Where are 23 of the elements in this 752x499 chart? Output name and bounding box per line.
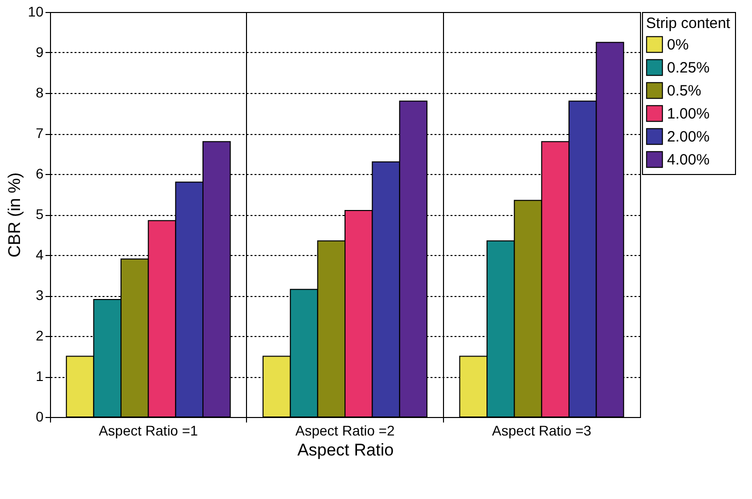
x-tick-label: Aspect Ratio =1 (98, 422, 198, 438)
y-tick-label: 8 (36, 84, 44, 100)
legend-label: 0.5% (667, 82, 702, 100)
x-tick-label: Aspect Ratio =2 (295, 422, 395, 438)
x-axis-title: Aspect Ratio (297, 440, 394, 460)
y-tick-label: 5 (36, 206, 44, 222)
y-tick-label: 2 (36, 328, 44, 344)
legend-title: Strip content (646, 15, 732, 32)
legend-label: 1.00% (667, 106, 710, 122)
legend-label: 4.00% (667, 152, 710, 168)
legend-label: 2.00% (667, 128, 710, 146)
legend-label: 0.25% (667, 60, 710, 76)
y-tick-label: 10 (28, 4, 44, 20)
y-tick-label: 9 (36, 44, 44, 60)
y-tick-label: 4 (36, 246, 44, 262)
legend-label: 0% (667, 36, 689, 54)
y-axis-title: CBR (in %) (4, 172, 24, 258)
x-tick-label: Aspect Ratio =3 (492, 422, 592, 438)
y-tick-label: 7 (36, 125, 44, 141)
y-tick-label: 3 (36, 287, 44, 303)
y-tick-label: 1 (36, 368, 44, 384)
y-tick-label: 0 (36, 408, 44, 424)
y-tick-label: 6 (36, 166, 44, 182)
